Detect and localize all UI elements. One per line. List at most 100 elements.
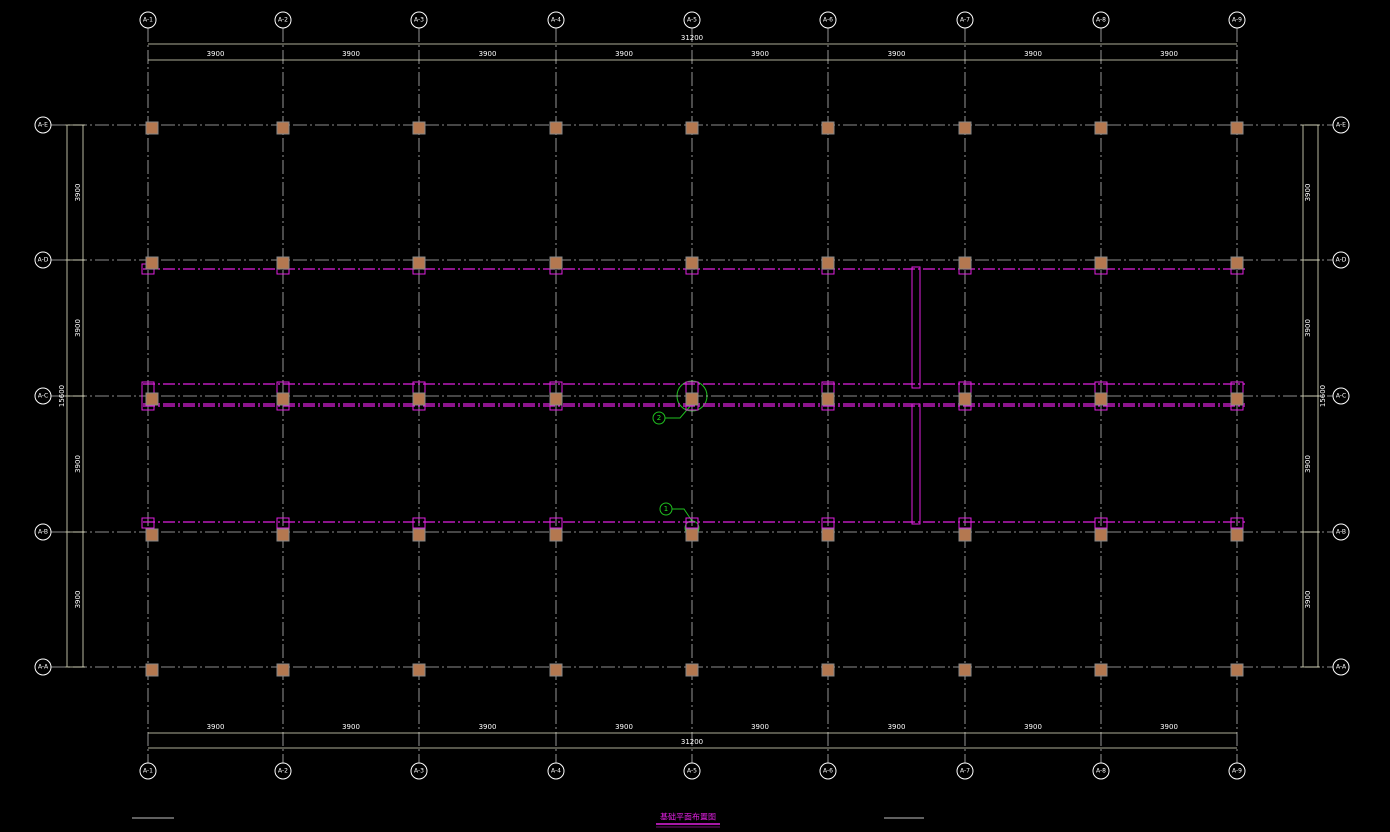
axis-bubble: [956, 11, 974, 29]
axis-label: A-E: [38, 122, 48, 129]
column: [1094, 528, 1108, 542]
column: [145, 392, 159, 406]
column: [412, 121, 426, 135]
column: [549, 528, 563, 542]
column: [412, 528, 426, 542]
annotation: 2: [657, 414, 661, 422]
column: [412, 256, 426, 270]
axis-bubble: [956, 762, 974, 780]
column: [821, 528, 835, 542]
column: [549, 663, 563, 677]
column: [1230, 663, 1244, 677]
column: [958, 392, 972, 406]
column: [958, 663, 972, 677]
axis-bubble: [34, 116, 52, 134]
dim-text: 3900: [74, 184, 82, 202]
dim-text: 3900: [1304, 184, 1312, 202]
axis-label: A-8: [1096, 17, 1106, 24]
column: [958, 528, 972, 542]
axis-bubble: [1092, 11, 1110, 29]
axis-label: A-6: [823, 768, 833, 775]
beam-pad: [141, 517, 155, 529]
column: [412, 663, 426, 677]
axis-label: A-D: [38, 257, 49, 264]
axis-bubble: [1228, 11, 1246, 29]
marker-bubble: [652, 411, 666, 425]
axis-bubble: [410, 762, 428, 780]
axis-label: A-7: [960, 17, 970, 24]
column: [276, 256, 290, 270]
beam-pad: [549, 517, 563, 529]
column: [958, 121, 972, 135]
axis-label: A-9: [1232, 17, 1242, 24]
axis-bubble: [547, 11, 565, 29]
column: [685, 392, 699, 406]
dim-text: 3900: [1160, 50, 1178, 58]
axis-bubble: [819, 11, 837, 29]
axis-label: A-4: [551, 768, 561, 775]
column: [145, 121, 159, 135]
column: [1094, 392, 1108, 406]
axis-label: A-B: [1336, 529, 1346, 536]
dim-text: 3900: [1024, 50, 1042, 58]
axis-bubble: [1332, 387, 1350, 405]
column: [1230, 392, 1244, 406]
dim-text: 3900: [888, 723, 906, 731]
column: [685, 528, 699, 542]
annotation: 1: [664, 505, 668, 513]
axis-label: A-A: [38, 664, 49, 671]
dim-total: 31200: [681, 34, 703, 42]
column: [821, 663, 835, 677]
column: [145, 528, 159, 542]
dim-total: 31200: [681, 738, 703, 746]
axis-label: A-2: [278, 17, 288, 24]
axis-bubble: [547, 762, 565, 780]
axis-bubble: [34, 658, 52, 676]
column: [549, 392, 563, 406]
axis-label: A-C: [38, 393, 48, 400]
column: [276, 121, 290, 135]
column: [1230, 256, 1244, 270]
axis-label: A-5: [687, 768, 697, 775]
column: [145, 256, 159, 270]
column: [276, 528, 290, 542]
dim-text: 3900: [342, 50, 360, 58]
dim-text: 3900: [74, 591, 82, 609]
axis-label: A-D: [1336, 257, 1347, 264]
column: [276, 392, 290, 406]
beam-pad: [1094, 517, 1108, 529]
dim-text: 3900: [888, 50, 906, 58]
dim-text: 3900: [207, 723, 225, 731]
axis-label: A-5: [687, 17, 697, 24]
dim-text: 3900: [1024, 723, 1042, 731]
dim-text: 3900: [1304, 319, 1312, 337]
dim-text: 3900: [751, 723, 769, 731]
axis-label: A-8: [1096, 768, 1106, 775]
dim-total: 15600: [58, 385, 66, 407]
column: [1230, 528, 1244, 542]
beam-vertical: [911, 403, 921, 525]
column: [685, 121, 699, 135]
dim-text: 3900: [1304, 591, 1312, 609]
axis-bubble: [1228, 762, 1246, 780]
axis-bubble: [683, 11, 701, 29]
beam-pad: [685, 517, 699, 529]
axis-bubble: [410, 11, 428, 29]
column: [685, 663, 699, 677]
leader: [665, 403, 693, 419]
column: [821, 121, 835, 135]
marker-bubble: [659, 502, 673, 516]
column: [1094, 663, 1108, 677]
beam-pad: [412, 517, 426, 529]
dim-text: 3900: [342, 723, 360, 731]
axis-bubble: [683, 762, 701, 780]
axis-label: A-9: [1232, 768, 1242, 775]
axis-bubble: [139, 11, 157, 29]
axis-bubble: [34, 251, 52, 269]
axis-label: A-2: [278, 768, 288, 775]
axis-label: A-1: [143, 17, 153, 24]
column: [276, 663, 290, 677]
column: [412, 392, 426, 406]
axis-label: A-3: [414, 17, 424, 24]
